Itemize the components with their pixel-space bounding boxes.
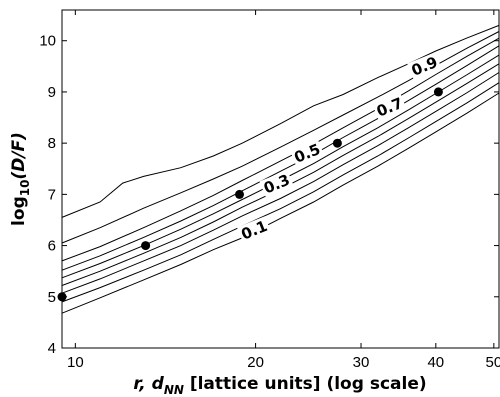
x-tick-label: 10 — [67, 354, 84, 371]
contour-line-9 — [61, 24, 500, 218]
y-tick-label: 4 — [48, 340, 56, 357]
data-point-3 — [235, 189, 244, 199]
contour-line-2 — [61, 82, 500, 303]
x-tick-label: 30 — [353, 354, 370, 371]
y-tick-label: 9 — [48, 84, 56, 101]
plot-frame — [61, 9, 500, 349]
y-tick-label: 8 — [48, 135, 56, 152]
contour-line-4 — [61, 63, 500, 286]
y-tick-label: 6 — [48, 238, 56, 255]
y-tick-label: 5 — [48, 289, 56, 306]
y-tick-label: 10 — [39, 33, 56, 50]
x-axis-title: r, dNN [lattice units] (log scale) — [133, 374, 426, 397]
y-axis-ticks: 4 5 6 7 8 9 10 — [39, 33, 499, 357]
data-point-4 — [332, 138, 342, 148]
contour-label-bg-2 — [259, 170, 295, 199]
data-points — [57, 87, 443, 302]
y-axis-title: log10(D/F) — [9, 132, 32, 226]
contour-label-bg-5 — [407, 52, 442, 81]
y-tick-label: 7 — [48, 186, 56, 203]
x-tick-label: 20 — [247, 354, 264, 371]
contour-line-5 — [61, 54, 500, 279]
contour-line-1 — [61, 92, 500, 314]
contour-line-6 — [61, 45, 500, 271]
data-point-2 — [141, 241, 151, 251]
x-tick-label: 40 — [427, 354, 444, 371]
data-point-5 — [433, 87, 443, 97]
contour-label-bg-1 — [236, 216, 272, 245]
contour-label-bg-4 — [372, 93, 407, 122]
contour-line-3 — [61, 72, 500, 294]
contour-label-bg-3 — [290, 139, 325, 168]
x-tick-label: 50 — [486, 354, 500, 371]
x-axis-ticks: 10 20 30 40 50 — [67, 10, 500, 371]
